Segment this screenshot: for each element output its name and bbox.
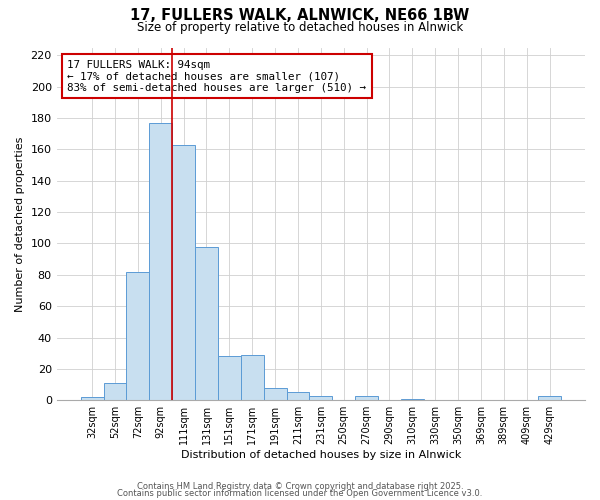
Text: 17 FULLERS WALK: 94sqm
← 17% of detached houses are smaller (107)
83% of semi-de: 17 FULLERS WALK: 94sqm ← 17% of detached…: [67, 60, 366, 93]
Bar: [310, 396, 332, 400]
Bar: [401, 398, 424, 400]
Bar: [287, 392, 310, 400]
Bar: [80, 397, 104, 400]
Bar: [149, 122, 172, 400]
Bar: [218, 356, 241, 400]
Bar: [263, 388, 287, 400]
Bar: [127, 272, 149, 400]
Text: Contains HM Land Registry data © Crown copyright and database right 2025.: Contains HM Land Registry data © Crown c…: [137, 482, 463, 491]
Bar: [104, 383, 127, 400]
Bar: [538, 396, 561, 400]
Text: Size of property relative to detached houses in Alnwick: Size of property relative to detached ho…: [137, 21, 463, 34]
Bar: [355, 396, 378, 400]
Text: Contains public sector information licensed under the Open Government Licence v3: Contains public sector information licen…: [118, 490, 482, 498]
X-axis label: Distribution of detached houses by size in Alnwick: Distribution of detached houses by size …: [181, 450, 461, 460]
Text: 17, FULLERS WALK, ALNWICK, NE66 1BW: 17, FULLERS WALK, ALNWICK, NE66 1BW: [130, 8, 470, 22]
Y-axis label: Number of detached properties: Number of detached properties: [15, 136, 25, 312]
Bar: [241, 354, 263, 400]
Bar: [172, 144, 195, 400]
Bar: [195, 246, 218, 400]
